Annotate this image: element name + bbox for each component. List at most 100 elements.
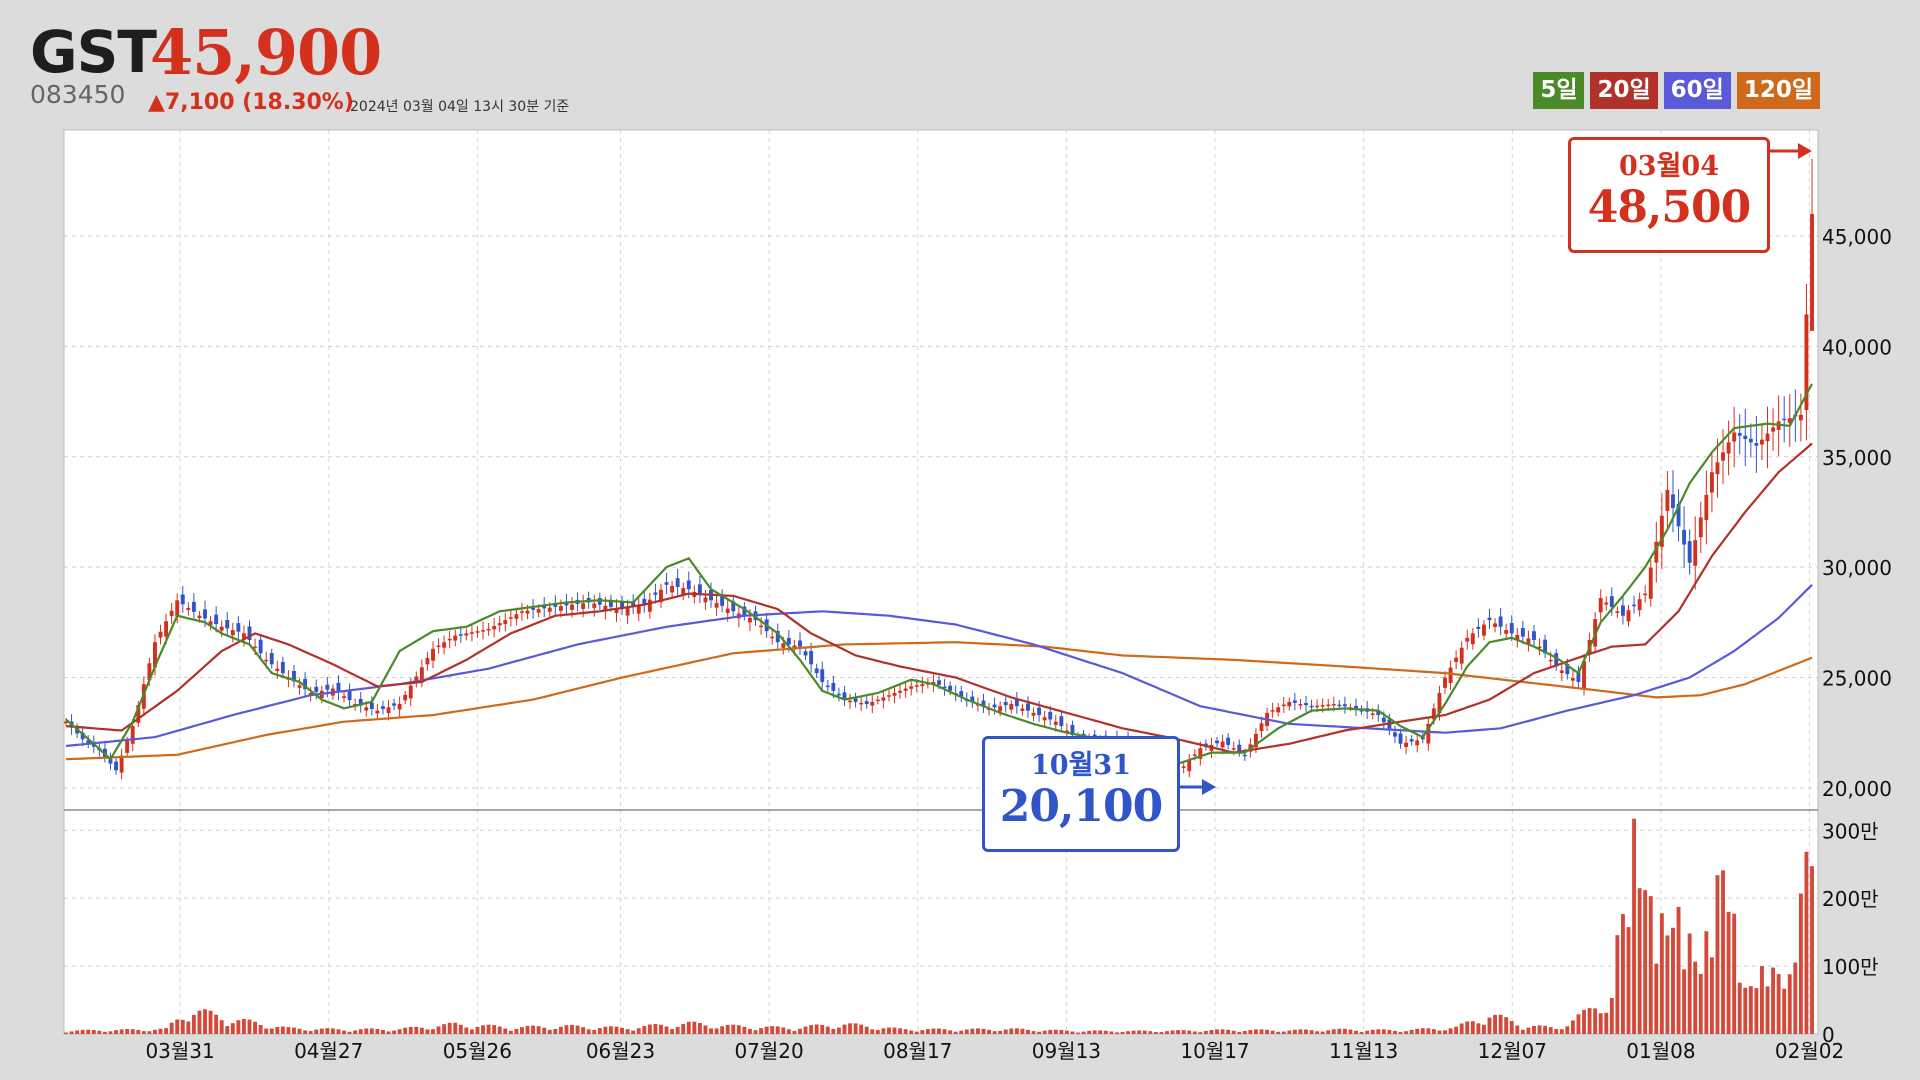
volume-bar [709,1028,713,1034]
volume-bar [358,1029,363,1034]
candle-body [1760,439,1764,445]
volume-bar [403,1027,408,1034]
volume-bar [1565,1026,1570,1034]
volume-bar [1582,1009,1586,1034]
candle-body [592,603,597,608]
candle-body [1782,418,1787,421]
candle-body [942,686,947,689]
volume-bar [964,1029,969,1034]
candle-body [453,635,458,641]
volume-bar [1142,1030,1147,1034]
volume-bar [1576,1014,1581,1034]
candle-body [1426,723,1431,744]
volume-bar [336,1029,341,1034]
volume-bar [1687,933,1692,1034]
volume-bar [475,1026,480,1034]
candle-body [948,685,953,691]
candle-body [1415,740,1420,746]
time-tick-label: 11월13 [1329,1039,1398,1063]
volume-bar [1381,1029,1386,1034]
price-tick-label: 20,000 [1822,777,1892,801]
volume-bar [119,1029,124,1034]
volume-bar [114,1030,118,1034]
candle-body [686,580,691,590]
volume-bar [503,1028,508,1034]
candle-body [447,638,452,641]
candle-body [1721,452,1725,461]
candle-body [1493,623,1497,628]
volume-bar [297,1028,302,1034]
volume-bar [236,1020,241,1034]
volume-bar [1671,927,1675,1034]
volume-bar [1053,1029,1058,1034]
candle-body [1737,432,1742,436]
volume-bar [920,1030,925,1034]
low-arrow-head [1202,779,1216,795]
candle-body [1298,704,1303,706]
candle-body [1659,515,1664,547]
candle-body [1270,710,1275,712]
volume-bar [1726,911,1731,1034]
candle-body [186,607,191,611]
candle-body [675,578,680,588]
volume-bar [1620,914,1625,1034]
volume-bar [141,1031,146,1034]
legend-ma120[interactable]: 120일 [1736,72,1820,109]
candle-body [297,685,302,688]
candle-body [492,626,497,630]
legend-ma60[interactable]: 60일 [1663,72,1731,109]
time-tick-label: 05월26 [443,1039,512,1063]
volume-bar [1415,1028,1420,1034]
volume-bar [547,1029,552,1034]
volume-bar [1587,1008,1592,1034]
price-tick-label: 25,000 [1822,667,1892,691]
volume-bar [1020,1028,1025,1034]
volume-bar [842,1024,847,1034]
volume-bar [864,1026,869,1034]
candle-body [798,640,802,647]
candle-body [247,626,252,640]
volume-bar [75,1030,80,1034]
volume-bar [464,1027,469,1034]
volume-bar [1760,966,1764,1034]
legend-ma5[interactable]: 5일 [1533,72,1585,109]
volume-bar [247,1019,252,1034]
volume-bar [1532,1025,1536,1034]
volume-bar [1354,1030,1358,1034]
volume-bar [1326,1030,1331,1034]
volume-bar [764,1026,769,1034]
candle-body [1509,623,1514,634]
volume-bar [1231,1030,1236,1034]
candle-body [1465,637,1470,642]
candle-body [397,704,402,710]
volume-bar [1598,1013,1603,1034]
candle-body [547,607,552,612]
candle-body [1215,740,1219,744]
volume-bar [64,1032,68,1034]
volume-bar [1476,1023,1481,1034]
volume-bar [892,1027,897,1034]
candle-body [269,653,274,665]
candle-body [414,676,419,683]
price-tick-label: 35,000 [1822,446,1892,470]
candle-body [747,617,752,623]
price-tick-label: 45,000 [1822,225,1892,249]
candle-body [1620,605,1625,616]
volume-bar [714,1028,719,1034]
volume-bar [397,1029,402,1034]
candle-body [303,678,308,690]
volume-bar [425,1029,430,1034]
volume-bar [408,1026,413,1034]
volume-bar [564,1025,569,1034]
price-tick-label: 40,000 [1822,335,1892,359]
volume-bar [364,1028,369,1034]
legend-ma20[interactable]: 20일 [1590,72,1658,109]
volume-bar [1682,969,1687,1034]
volume-bar [1626,927,1631,1034]
candle-body [1309,705,1314,708]
volume-bar [1209,1030,1214,1034]
volume-bar [1176,1030,1181,1034]
time-tick-label: 07월20 [734,1039,803,1063]
volume-bar [436,1026,441,1034]
ma-line-60일 [65,584,1813,748]
